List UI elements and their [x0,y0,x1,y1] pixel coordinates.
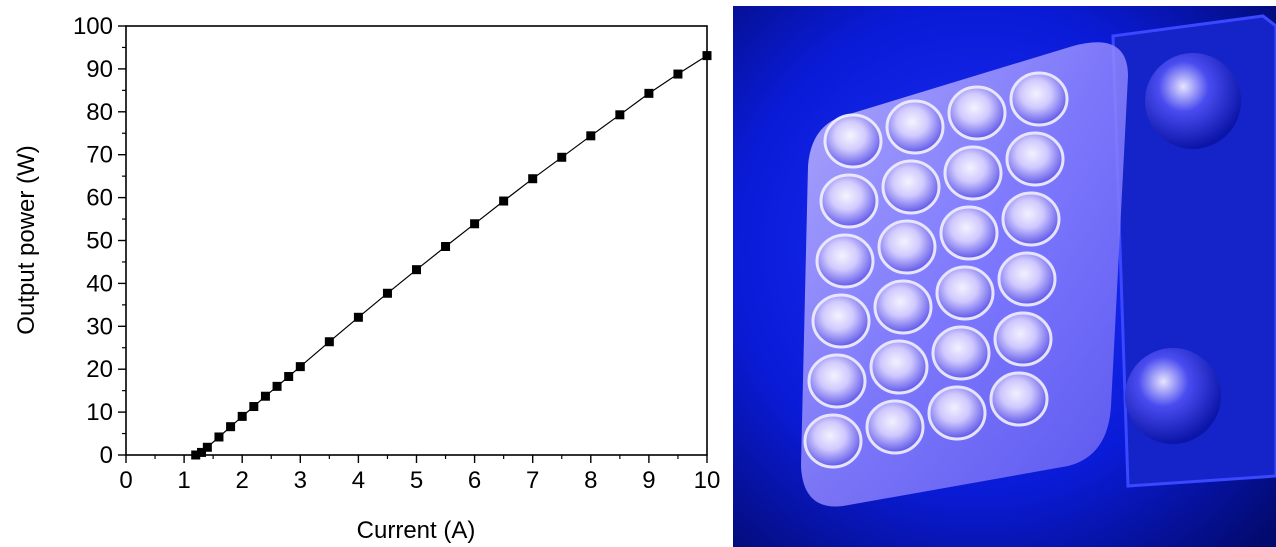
lens-element [993,311,1053,367]
y-tick-label: 20 [86,356,113,383]
lens-element [877,219,937,275]
y-tick-label: 0 [100,442,113,469]
x-tick-label: 4 [352,467,365,494]
y-tick-label: 60 [86,185,113,212]
series-line [195,55,708,456]
data-point [499,196,509,206]
plot-frame [125,25,708,456]
x-tick-label: 7 [526,467,539,494]
mount-bolt-bottom [1125,348,1221,444]
x-tick-label: 9 [642,467,655,494]
data-point [324,337,334,347]
lens-element [997,251,1057,307]
x-tick-label: 0 [119,467,132,494]
lens-element [989,371,1049,427]
data-point [644,88,654,98]
data-point [673,69,683,79]
y-tick-label: 100 [73,13,113,40]
y-tick-label: 10 [86,399,113,426]
lens-element [1001,191,1061,247]
lens-element [881,159,941,215]
data-point [586,131,596,141]
axes [125,25,708,456]
laser-module-photo [733,6,1276,547]
lens-element [811,293,871,349]
lens-element [939,205,999,261]
lens-element [807,353,867,409]
lens-element [865,399,925,455]
lens-element [815,233,875,289]
data-point [615,110,625,120]
lens-element [947,85,1007,141]
data-point [528,174,538,184]
x-tick-label: 5 [410,467,423,494]
x-axis-label: Current (A) [357,517,476,544]
lens-element [803,413,863,469]
data-point [702,51,712,61]
lens-element [935,265,995,321]
data-point [412,265,421,275]
x-tick-label: 1 [177,467,190,494]
y-tick-label: 70 [86,142,113,169]
mount-bolt-top [1145,53,1241,149]
data-point [353,312,363,322]
lens-element [1005,131,1065,187]
lens-element [927,385,987,441]
y-tick-label: 30 [86,313,113,340]
lens-element [1009,71,1069,127]
x-tick-label: 6 [468,467,481,494]
data-point [237,411,247,421]
lens-element [823,113,883,169]
data-point [470,219,480,229]
data-point [260,391,270,401]
lens-element [943,145,1003,201]
y-tick-label: 50 [86,228,113,255]
data-point [202,442,212,452]
y-tick-label: 80 [86,99,113,126]
data-point [272,381,282,391]
data-point [284,371,294,381]
data-point [249,402,259,412]
lens-array [803,71,1069,469]
data-point [557,152,567,162]
data-point [191,450,201,460]
y-tick-label: 90 [86,56,113,83]
data-point [441,242,451,252]
lens-element [819,173,879,229]
data-point [226,422,236,432]
x-tick-label: 2 [236,467,249,494]
x-tick-label: 8 [584,467,597,494]
x-tick-label: 10 [694,467,721,494]
data-point [197,447,207,457]
data-point [382,288,392,298]
lens-element [873,279,933,335]
lens-element [869,339,929,395]
lens-element [885,99,945,155]
data-point [295,362,305,372]
data-point [214,432,224,442]
lens-element [931,325,991,381]
data-points [191,51,712,460]
x-tick-label: 3 [294,467,307,494]
y-axis-label: Output power (W) [13,145,40,334]
y-tick-label: 40 [86,270,113,297]
